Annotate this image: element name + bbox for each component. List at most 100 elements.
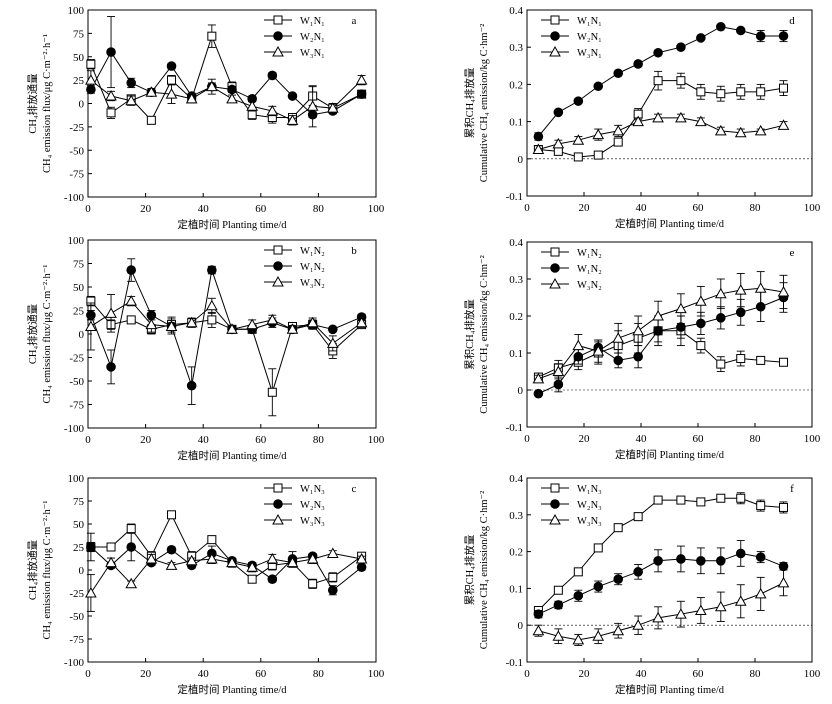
data-point bbox=[167, 75, 177, 85]
data-point bbox=[185, 554, 198, 566]
data-point bbox=[145, 86, 158, 97]
panel-letter: b bbox=[351, 245, 357, 257]
y-axis-label-cn: 累积CH₄排放量 bbox=[463, 534, 476, 605]
data-point bbox=[105, 556, 117, 568]
data-point bbox=[266, 552, 279, 564]
y-tick-label: -25 bbox=[69, 588, 84, 600]
x-tick-label: 20 bbox=[140, 668, 152, 680]
x-tick-label: 80 bbox=[313, 434, 325, 446]
data-point bbox=[207, 315, 217, 325]
y-tick-label: 50 bbox=[73, 519, 85, 531]
data-point bbox=[306, 100, 319, 111]
data-point bbox=[328, 572, 338, 582]
x-tick-label: 20 bbox=[579, 202, 591, 214]
legend-label: W₂N₁ bbox=[577, 32, 602, 43]
panel-letter: e bbox=[790, 247, 795, 259]
data-point bbox=[676, 495, 686, 505]
x-axis-label: 定植时间 Planting time/d bbox=[177, 683, 287, 696]
data-point bbox=[553, 585, 563, 595]
data-point bbox=[734, 284, 747, 295]
legend-marker bbox=[550, 483, 560, 493]
y-tick-label: 50 bbox=[73, 52, 85, 64]
data-point bbox=[613, 574, 624, 585]
data-point bbox=[779, 357, 788, 367]
legend-label: W₃N₂ bbox=[300, 278, 325, 289]
data-point bbox=[779, 83, 788, 93]
plot-frame bbox=[526, 241, 813, 428]
data-point bbox=[735, 548, 746, 559]
data-point bbox=[355, 552, 368, 564]
data-point bbox=[612, 332, 625, 343]
series-triangle bbox=[532, 569, 790, 646]
series-square bbox=[533, 315, 788, 382]
y-axis-label-en: CH₄ emission flux/μg C·m⁻²·h⁻¹ bbox=[42, 265, 53, 404]
data-point bbox=[756, 87, 766, 97]
y-axis-label-en: Cumulative CH₄ emission/kg C·hm⁻² bbox=[479, 24, 490, 182]
data-point bbox=[754, 124, 767, 136]
y-tick-label: 100 bbox=[68, 5, 85, 17]
data-point bbox=[736, 354, 746, 364]
legend-marker bbox=[550, 247, 560, 257]
legend-marker bbox=[549, 277, 561, 289]
data-point bbox=[653, 495, 663, 505]
data-point bbox=[205, 552, 218, 564]
data-point bbox=[553, 107, 564, 118]
x-tick-label: 60 bbox=[693, 433, 705, 445]
data-point bbox=[106, 542, 116, 552]
data-point bbox=[696, 556, 706, 566]
y-tick-label: -0.1 bbox=[506, 191, 523, 203]
data-point bbox=[593, 581, 604, 592]
data-point bbox=[676, 322, 686, 332]
data-point bbox=[755, 31, 766, 41]
legend-marker bbox=[272, 513, 284, 525]
data-point bbox=[735, 25, 746, 36]
y-axis-label-en: Cumulative CH₄ emission/kg C·hm⁻² bbox=[479, 491, 490, 649]
data-point bbox=[207, 31, 217, 41]
y-axis-label-cn: 累积CH₄排放量 bbox=[463, 299, 476, 370]
data-point bbox=[756, 355, 766, 365]
data-point bbox=[106, 362, 116, 372]
data-point bbox=[553, 379, 564, 390]
legend-label: W₂N₁ bbox=[300, 32, 325, 43]
y-tick-label: 0.1 bbox=[509, 117, 523, 129]
x-tick-label: 80 bbox=[750, 668, 762, 680]
data-point bbox=[593, 150, 603, 160]
data-point bbox=[328, 324, 338, 335]
x-tick-label: 100 bbox=[368, 668, 385, 680]
x-tick-label: 0 bbox=[524, 202, 530, 214]
x-tick-label: 0 bbox=[85, 668, 91, 680]
data-point bbox=[185, 92, 198, 104]
data-point bbox=[286, 323, 299, 334]
legend-label: W₁N₁ bbox=[300, 16, 325, 27]
data-point bbox=[166, 544, 177, 555]
data-point bbox=[205, 299, 218, 311]
data-point bbox=[86, 59, 96, 69]
y-tick-label: -75 bbox=[69, 400, 84, 412]
y-tick-label: 0.2 bbox=[509, 79, 523, 91]
legend-marker bbox=[273, 483, 283, 493]
data-point bbox=[167, 510, 177, 520]
data-point bbox=[695, 115, 707, 127]
y-tick-label: 75 bbox=[73, 496, 85, 508]
x-tick-label: 60 bbox=[693, 202, 705, 214]
data-point bbox=[552, 137, 565, 149]
x-axis-label: 定植时间 Planting time/d bbox=[615, 448, 725, 461]
y-axis-label-cn: CH₄排放通量 bbox=[26, 73, 39, 134]
panel-letter: d bbox=[789, 15, 795, 27]
data-point bbox=[126, 78, 136, 88]
y-tick-label: 50 bbox=[73, 282, 85, 294]
data-point bbox=[754, 587, 767, 599]
x-tick-label: 40 bbox=[636, 668, 648, 680]
series-triangle bbox=[532, 111, 790, 154]
data-point bbox=[573, 152, 583, 162]
x-tick-label: 40 bbox=[636, 433, 648, 445]
data-point bbox=[653, 556, 663, 566]
data-point bbox=[714, 287, 727, 299]
data-point bbox=[105, 307, 117, 318]
legend: W₁N₃ W₂N₃ W₃N₃ bbox=[264, 483, 325, 527]
y-tick-label: -100 bbox=[64, 657, 85, 669]
data-point bbox=[632, 619, 644, 630]
legend-marker bbox=[550, 263, 560, 273]
